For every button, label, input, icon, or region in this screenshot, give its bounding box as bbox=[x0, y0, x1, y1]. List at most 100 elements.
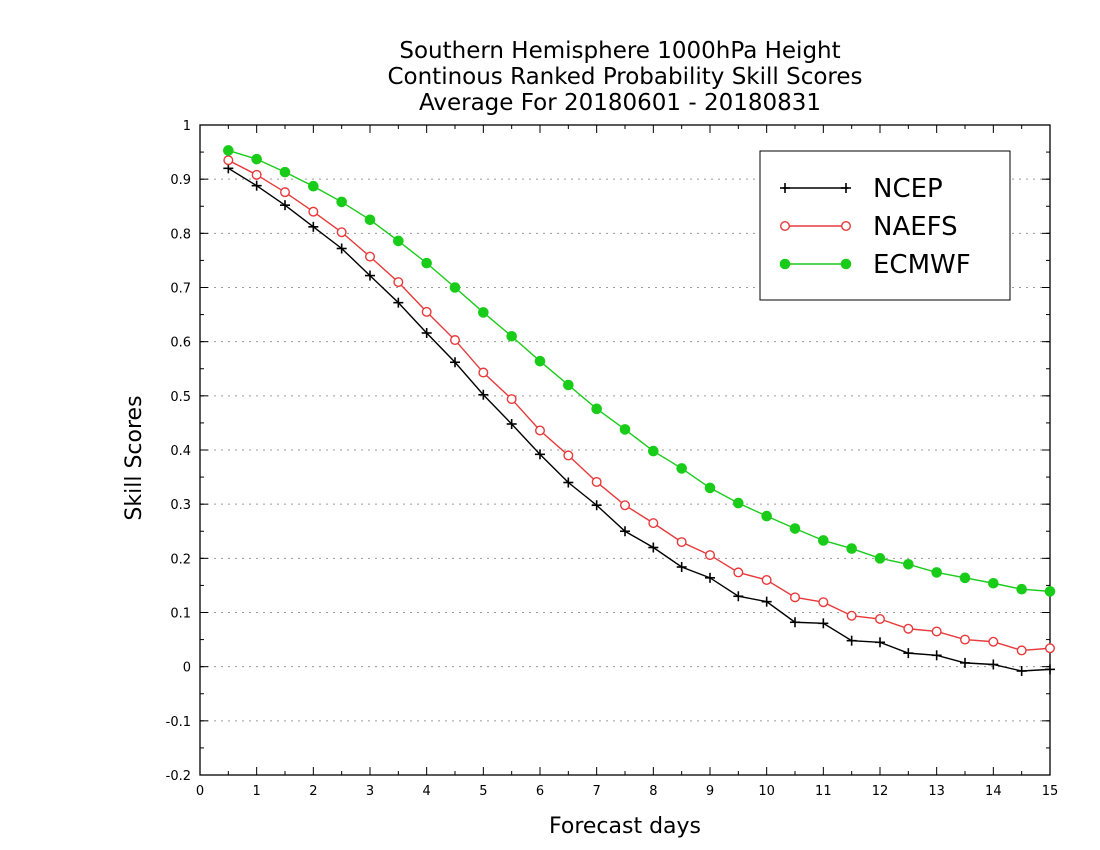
data-point bbox=[1044, 586, 1056, 597]
data-point bbox=[903, 623, 914, 634]
data-point bbox=[450, 357, 460, 368]
series-group bbox=[223, 145, 1056, 676]
y-tick-label: 0.5 bbox=[170, 390, 191, 405]
x-tick-label: 9 bbox=[706, 784, 714, 799]
x-tick-label: 11 bbox=[815, 784, 832, 799]
data-point bbox=[534, 355, 546, 367]
data-point bbox=[874, 553, 886, 564]
data-point bbox=[251, 153, 262, 165]
data-point bbox=[1016, 645, 1027, 656]
data-point bbox=[1016, 666, 1027, 676]
data-point bbox=[223, 155, 234, 166]
data-point bbox=[733, 591, 744, 602]
y-tick-label: 0.3 bbox=[170, 498, 191, 513]
data-point bbox=[648, 542, 659, 553]
data-point bbox=[1044, 643, 1055, 654]
data-point bbox=[789, 523, 801, 534]
y-tick-label: 0.9 bbox=[170, 173, 191, 188]
x-tick-label: 3 bbox=[366, 784, 374, 799]
data-point bbox=[336, 196, 347, 208]
data-point bbox=[620, 526, 630, 537]
legend-marker bbox=[780, 183, 790, 193]
data-point bbox=[620, 500, 631, 511]
data-point bbox=[705, 572, 715, 583]
data-point bbox=[704, 482, 716, 494]
legend-label: NCEP bbox=[873, 174, 943, 204]
data-point bbox=[591, 476, 602, 487]
data-point bbox=[931, 567, 942, 578]
y-tick-label: 0 bbox=[183, 661, 191, 676]
data-point bbox=[336, 243, 347, 254]
data-point bbox=[846, 635, 857, 646]
data-point bbox=[279, 166, 291, 178]
y-tick-label: 0.8 bbox=[170, 227, 191, 242]
data-point bbox=[478, 307, 489, 318]
y-axis-label: Skill Scores bbox=[122, 395, 147, 520]
legend-item-naefs: NAEFS bbox=[780, 212, 958, 242]
axis-ticks: -0.2 -0.1 0 0.1 0.2 0.3 0.4 0.5 0.6 0.7 0.8 0.9 10 1 2… bbox=[166, 119, 1059, 799]
data-point bbox=[959, 572, 971, 584]
data-point bbox=[336, 227, 347, 238]
x-tick-label: 6 bbox=[536, 784, 544, 799]
data-point bbox=[393, 235, 404, 247]
data-point bbox=[223, 145, 234, 156]
title-line-3: Average For 20180601 - 20180831 bbox=[419, 90, 821, 116]
title-line-2: Continous Ranked Probability Skill Score… bbox=[387, 64, 862, 90]
x-tick-label: 7 bbox=[593, 784, 601, 799]
data-point bbox=[365, 251, 376, 262]
data-point bbox=[421, 306, 432, 317]
data-point bbox=[676, 537, 687, 548]
x-tick-label: 15 bbox=[1042, 784, 1059, 799]
data-point bbox=[705, 550, 716, 561]
data-point bbox=[988, 577, 999, 589]
data-point bbox=[535, 425, 546, 436]
x-tick-label: 10 bbox=[758, 784, 775, 799]
data-point bbox=[364, 214, 376, 226]
data-point bbox=[449, 282, 461, 293]
x-tick-label: 13 bbox=[928, 784, 945, 799]
data-point bbox=[1045, 664, 1055, 675]
data-point bbox=[251, 180, 262, 191]
data-point bbox=[648, 445, 659, 457]
data-point bbox=[280, 200, 290, 211]
data-point bbox=[733, 567, 744, 578]
y-tick-label: -0.2 bbox=[166, 769, 191, 784]
data-point bbox=[676, 463, 687, 474]
data-point bbox=[421, 328, 432, 338]
x-axis-label: Forecast days bbox=[549, 814, 701, 839]
data-point bbox=[506, 330, 517, 342]
legend-label: ECMWF bbox=[873, 250, 971, 280]
y-tick-label: 0.6 bbox=[170, 336, 191, 351]
x-tick-label: 0 bbox=[196, 784, 204, 799]
data-point bbox=[648, 518, 659, 529]
x-tick-label: 5 bbox=[479, 784, 487, 799]
legend-label: NAEFS bbox=[873, 212, 958, 242]
data-point bbox=[818, 597, 829, 608]
data-point bbox=[903, 558, 914, 570]
data-point bbox=[960, 657, 970, 668]
y-tick-label: 0.7 bbox=[170, 282, 191, 297]
y-tick-label: -0.1 bbox=[166, 715, 191, 730]
data-point bbox=[365, 270, 375, 281]
data-point bbox=[308, 206, 319, 217]
data-point bbox=[761, 510, 772, 522]
x-tick-label: 12 bbox=[872, 784, 889, 799]
y-tick-label: 0.1 bbox=[170, 607, 191, 622]
chart-title: Southern Hemisphere 1000hPa Height Conti… bbox=[387, 38, 862, 116]
data-point bbox=[846, 543, 857, 554]
y-tick-label: 0.4 bbox=[170, 444, 191, 459]
data-point bbox=[506, 419, 517, 429]
data-point bbox=[280, 187, 291, 198]
y-tick-label: 0.2 bbox=[170, 552, 191, 567]
legend-marker bbox=[779, 258, 791, 270]
data-point bbox=[478, 389, 489, 400]
legend-item-ncep: NCEP bbox=[780, 174, 943, 204]
legend-marker bbox=[841, 183, 851, 193]
data-point bbox=[506, 394, 517, 405]
data-point bbox=[393, 277, 404, 288]
data-point bbox=[450, 335, 461, 346]
data-point bbox=[393, 297, 404, 308]
data-point bbox=[563, 379, 574, 391]
data-point bbox=[988, 636, 999, 647]
